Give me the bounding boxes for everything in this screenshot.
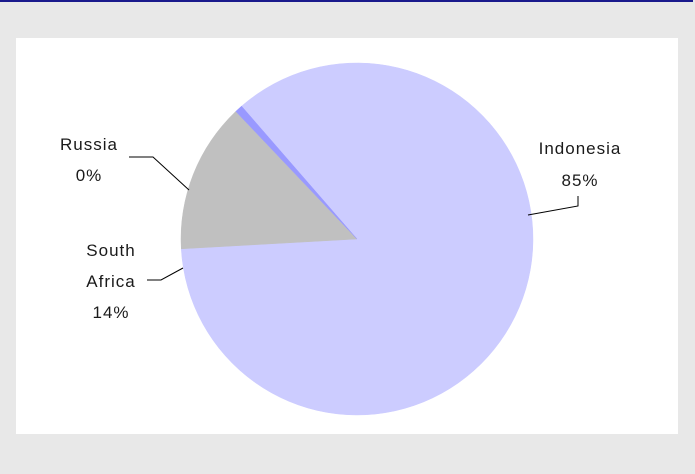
russia-slice xyxy=(235,105,358,240)
pie-slices xyxy=(180,62,534,416)
indonesia-percent: 85% xyxy=(561,171,598,190)
russia-label: Russia xyxy=(60,135,118,154)
south-africa-slice xyxy=(180,111,358,250)
russia-leader-line xyxy=(129,156,190,191)
indonesia-leader-line xyxy=(527,196,579,216)
russia-percent: 0% xyxy=(76,166,103,185)
south-africa-label-line-2: Africa xyxy=(86,272,135,291)
south-africa-percent: 14% xyxy=(92,303,129,322)
indonesia-label: Indonesia xyxy=(539,139,622,158)
south-africa-label-line-1: South xyxy=(86,241,135,260)
south-africa-leader-line xyxy=(147,267,184,281)
